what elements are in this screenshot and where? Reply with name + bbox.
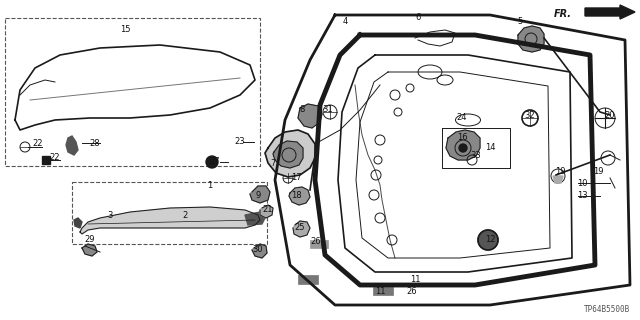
Text: 19: 19	[593, 167, 604, 177]
Text: 2: 2	[182, 211, 188, 220]
Circle shape	[206, 156, 218, 168]
Circle shape	[478, 230, 498, 250]
Polygon shape	[518, 26, 544, 52]
Bar	[400, 289, 410, 297]
Polygon shape	[74, 218, 82, 228]
Text: 30: 30	[253, 245, 263, 254]
Text: 8: 8	[300, 106, 305, 115]
Text: 7: 7	[270, 158, 276, 167]
Polygon shape	[265, 130, 315, 177]
Text: 27: 27	[210, 157, 220, 166]
Bar	[298, 275, 318, 284]
Bar	[72, 182, 267, 244]
Text: 11: 11	[410, 276, 420, 284]
Polygon shape	[298, 104, 322, 128]
Text: 29: 29	[84, 236, 95, 244]
Text: FR.: FR.	[554, 9, 572, 19]
Text: 33: 33	[470, 150, 481, 159]
Polygon shape	[80, 207, 260, 234]
Polygon shape	[250, 186, 270, 203]
Text: 9: 9	[255, 191, 260, 201]
Text: 5: 5	[517, 18, 523, 27]
Polygon shape	[293, 221, 310, 237]
Text: 32: 32	[525, 110, 535, 119]
Polygon shape	[82, 244, 97, 256]
Bar	[373, 287, 393, 295]
Circle shape	[459, 144, 467, 152]
Text: 1: 1	[207, 180, 212, 189]
Polygon shape	[553, 176, 563, 183]
Text: 23: 23	[235, 138, 245, 147]
Text: 22: 22	[50, 154, 60, 163]
Text: 19: 19	[555, 167, 565, 177]
Text: 3: 3	[108, 211, 113, 220]
Text: 26: 26	[406, 287, 417, 297]
Text: 25: 25	[295, 223, 305, 233]
Text: 6: 6	[415, 13, 420, 22]
Text: 12: 12	[484, 236, 495, 244]
Text: 31: 31	[323, 106, 333, 115]
Text: 26: 26	[310, 237, 321, 246]
Text: 4: 4	[342, 18, 348, 27]
Text: 11: 11	[375, 287, 385, 297]
Bar	[42, 156, 50, 164]
Bar	[310, 240, 328, 248]
Text: 13: 13	[577, 191, 588, 201]
Text: 15: 15	[120, 26, 131, 35]
Polygon shape	[446, 130, 480, 160]
Text: TP64B5500B: TP64B5500B	[584, 306, 630, 315]
Polygon shape	[245, 212, 265, 225]
Text: 18: 18	[291, 191, 301, 201]
Text: 14: 14	[484, 143, 495, 153]
Polygon shape	[252, 244, 267, 258]
Bar	[5, 18, 260, 166]
Text: 17: 17	[291, 173, 301, 182]
Text: 24: 24	[457, 114, 467, 123]
Text: 20: 20	[605, 110, 615, 119]
Text: 22: 22	[33, 140, 44, 148]
Polygon shape	[260, 205, 273, 218]
Text: 28: 28	[90, 140, 100, 148]
Polygon shape	[273, 141, 303, 168]
Bar	[234, 138, 243, 147]
Polygon shape	[289, 187, 310, 205]
Polygon shape	[585, 5, 635, 19]
Text: 16: 16	[457, 133, 467, 142]
Polygon shape	[66, 136, 78, 155]
Text: 21: 21	[263, 205, 273, 214]
Text: 10: 10	[577, 179, 588, 188]
